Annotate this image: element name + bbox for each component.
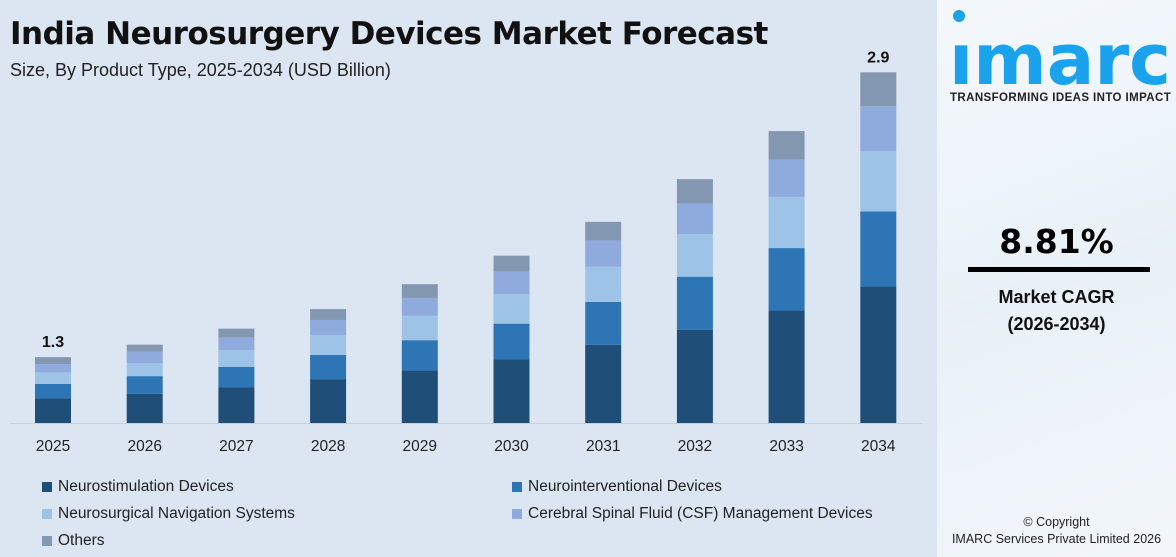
bar-segment (218, 349, 255, 367)
legend-item: Neurosurgical Navigation Systems (42, 505, 295, 523)
bar-segment (126, 362, 163, 377)
bar-segment (493, 323, 530, 360)
bar-segment (768, 159, 805, 197)
bar-segment (676, 276, 713, 330)
cagr-label-text: Market CAGR (998, 287, 1115, 307)
chart-subtitle: Size, By Product Type, 2025-2034 (USD Bi… (10, 60, 391, 80)
x-tick-label: 2028 (311, 438, 345, 455)
legend-label: Others (58, 532, 105, 549)
bar-segment (401, 340, 438, 371)
cagr-period: (2026-2034) (1007, 314, 1106, 334)
bar-segment (493, 294, 530, 324)
legend-label: Cerebral Spinal Fluid (CSF) Management D… (528, 505, 873, 522)
bar-segment (676, 179, 713, 204)
cagr-value: 8.81% (999, 222, 1114, 261)
legend-swatch (42, 482, 52, 492)
bar-segment (126, 393, 163, 423)
legend-label: Neurointerventional Devices (528, 478, 722, 495)
data-label: 2.9 (867, 49, 889, 66)
bar-segment (860, 72, 897, 107)
x-tick-label: 2026 (127, 438, 161, 455)
legend-swatch (512, 482, 522, 492)
bar-segment (768, 248, 805, 311)
bar-segment (860, 106, 897, 151)
bar-segment (126, 376, 163, 394)
bar-segment (35, 357, 71, 365)
sidebar-panel: ımarc TRANSFORMING IDEAS INTO IMPACT 8.8… (937, 0, 1176, 557)
chart-area: India Neurosurgery Devices Market Foreca… (10, 16, 922, 550)
bar-segment (676, 203, 713, 235)
chart-title: India Neurosurgery Devices Market Foreca… (10, 16, 768, 52)
bar-segment (860, 286, 897, 423)
bar-segment (493, 359, 530, 423)
bar-segment (35, 364, 71, 373)
x-tick-label: 2033 (769, 438, 803, 455)
bar-segment (35, 398, 71, 423)
divider (968, 267, 1150, 272)
legend-label: Neurostimulation Devices (58, 478, 234, 495)
data-label: 1.3 (42, 334, 64, 351)
legend-item: Cerebral Spinal Fluid (CSF) Management D… (512, 505, 873, 523)
x-tick-label: 2032 (678, 438, 712, 455)
tagline: TRANSFORMING IDEAS INTO IMPACT (950, 92, 1172, 104)
bar-segment (401, 370, 438, 423)
x-tick-label: 2031 (586, 438, 620, 455)
bar-segment (35, 383, 71, 399)
bar-segment (218, 366, 255, 388)
x-tick-label: 2027 (219, 438, 253, 455)
bar-segment (585, 301, 622, 345)
bar-segment (401, 315, 438, 341)
bar-segment (768, 310, 805, 423)
bar-segment (310, 335, 347, 355)
bar-segment (860, 211, 897, 287)
legend-swatch (512, 509, 522, 519)
bar-segment (493, 271, 530, 295)
bar-segment (218, 387, 255, 423)
svg-text:ımarc: ımarc (949, 19, 1171, 88)
cagr-label: Market CAGR (2026-2034) (937, 284, 1176, 338)
bar-segment (126, 351, 163, 363)
imarc-logo: ımarc (949, 10, 1171, 88)
bar-segment (126, 344, 163, 352)
bar-segment (585, 221, 622, 241)
legend-swatch (42, 509, 52, 519)
bar-segment (310, 354, 347, 380)
bar-segment (310, 319, 347, 336)
bar-segment (218, 337, 255, 350)
legend-swatch (42, 536, 52, 546)
bar-chart: 2025 1.3 2026 2027 2028 2029 2030 2031 2032 2033 2… (10, 49, 922, 455)
bar-segment (310, 379, 347, 423)
legend-label: Neurosurgical Navigation Systems (58, 505, 295, 522)
bar-segment (585, 240, 622, 267)
x-tick-label: 2034 (861, 438, 896, 455)
legend-item: Others (42, 532, 105, 550)
x-tick-label: 2030 (494, 438, 529, 455)
bar-segment (585, 344, 622, 423)
bar-segment (493, 255, 530, 272)
bar-segment (401, 284, 438, 298)
bar-segment (768, 131, 805, 160)
copyright-line: © Copyright (1023, 515, 1090, 529)
bar-segment (768, 196, 805, 249)
x-tick-label: 2025 (36, 438, 70, 455)
legend-item: Neurointerventional Devices (512, 478, 722, 496)
legend-item: Neurostimulation Devices (42, 478, 234, 496)
x-tick-label: 2029 (403, 438, 437, 455)
copyright: © Copyright IMARC Services Private Limit… (937, 514, 1176, 548)
bar-segment (676, 329, 713, 423)
bar-segment (860, 150, 897, 212)
bar-segment (35, 372, 71, 384)
copyright-line: IMARC Services Private Limited 2026 (951, 532, 1162, 546)
bar-segment (401, 297, 438, 316)
bar-segment (585, 266, 622, 302)
bar-segment (676, 234, 713, 277)
bar-segment (310, 309, 347, 320)
bar-segment (218, 328, 255, 338)
